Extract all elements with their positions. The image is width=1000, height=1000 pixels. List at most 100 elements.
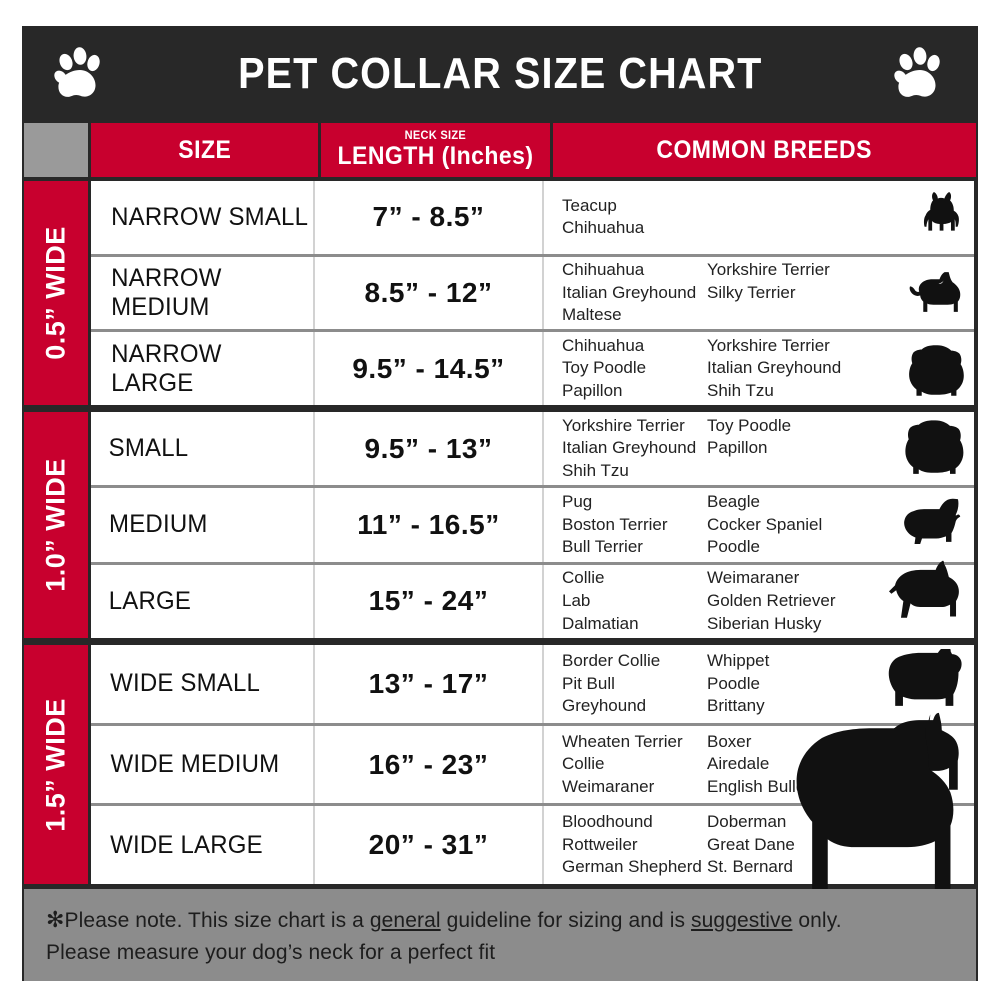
breed-name: Cocker Spaniel [707, 514, 823, 534]
cell-size-text: MEDIUM [109, 510, 208, 539]
cell-neck-length: 13” - 17” [315, 645, 544, 723]
cell-neck-length: 11” - 16.5” [315, 488, 544, 562]
breed-name: Poodle [707, 673, 760, 693]
breed-name: Bloodhound [562, 812, 653, 832]
cell-size: SMALL [91, 412, 315, 486]
cell-size-text: WIDE SMALL [110, 669, 261, 698]
column-header-length-sup: NECK SIZE [404, 128, 467, 142]
breed-name: Boston Terrier [562, 514, 668, 534]
column-header-size-label: SIZE [178, 135, 231, 164]
breed-name: Italian Greyhound [707, 358, 842, 378]
breed-name: Siberian Husky [707, 613, 822, 633]
size-group: 1.5” WIDE WIDE SMALL 13” - 17” Border Colli… [24, 643, 976, 892]
footer-note: ✻Please note. This size chart is a gener… [24, 889, 976, 981]
cell-size-text: WIDE MEDIUM [110, 750, 280, 778]
group-width-label-text: 1.5” WIDE [40, 697, 71, 832]
cell-neck-length: 16” - 23” [315, 725, 544, 804]
cell-neck-length: 15” - 24” [315, 564, 544, 638]
group-rows: SMALL 9.5” - 13” Yorkshire Terrier Italian … [91, 412, 974, 638]
cell-size: WIDE MEDIUM [91, 725, 315, 804]
group-rows: WIDE SMALL 13” - 17” Border Collie Pit Bull… [91, 645, 974, 892]
cell-common-breeds: Chihuahua Italian Greyhound Maltese Yorkshi… [544, 257, 974, 330]
size-group: 0.5” WIDE NARROW SMALL 7” - 8.5” Teacup Chih… [24, 179, 976, 407]
breed-column: Weimaraner Golden Retriever Siberian Husky [707, 567, 857, 635]
column-header-breeds-label: COMMON BREEDS [656, 135, 873, 164]
breed-column: Collie Lab Dalmatian [562, 567, 707, 635]
breed-name: St. Bernard [707, 857, 793, 877]
breed-name: Rottweiler [562, 834, 638, 854]
breed-name: Yorkshire Terrier [707, 335, 830, 355]
breed-columns: Chihuahua Italian Greyhound Maltese Yorkshi… [562, 259, 857, 327]
cell-size-text: NARROW MEDIUM [111, 264, 222, 321]
breed-name: Bull Terrier [562, 537, 643, 557]
cell-size: LARGE [91, 564, 315, 638]
breed-name: Pit Bull [562, 673, 615, 693]
dog-silhouette-icon [900, 496, 968, 544]
breed-name: Poodle [707, 537, 760, 557]
breed-name: Airedale [707, 754, 770, 774]
cell-size: WIDE LARGE [91, 806, 315, 885]
cell-common-breeds: Yorkshire Terrier Italian Greyhound Shih T… [544, 412, 974, 485]
breed-column: Border Collie Pit Bull Greyhound [562, 650, 707, 718]
breed-name: Brittany [707, 696, 765, 716]
group-width-label: 1.5” WIDE [24, 645, 88, 884]
breed-name: Toy Poodle [562, 358, 647, 378]
dog-silhouette-icon [887, 648, 968, 711]
footer-note-line-2: Please measure your dog’s neck for a per… [46, 940, 496, 964]
breed-column: Boxer Airedale English Bulldog [707, 731, 857, 799]
group-width-label-text: 1.0” WIDE [40, 458, 71, 592]
chart-title-bar: PET COLLAR SIZE CHART [22, 26, 978, 121]
cell-common-breeds: Collie Lab Dalmatian Weimaraner Golden Retri… [544, 560, 974, 638]
breed-name: Papillon [562, 380, 623, 400]
cell-neck-length: 20” - 31” [315, 806, 544, 885]
cell-size-text: NARROW LARGE [111, 339, 222, 397]
cell-neck-length: 9.5” - 13” [315, 412, 544, 486]
cell-common-breeds: Wheaten Terrier Collie Weimaraner Boxer Aire… [544, 713, 974, 804]
footer-line1-underline-suggestive: suggestive [691, 909, 793, 932]
table-row: NARROW LARGE 9.5” - 14.5” Chihuahua Toy Poo… [91, 329, 974, 406]
cell-size-text: SMALL [108, 434, 189, 463]
breed-name: Collie [562, 754, 605, 774]
breed-columns: Yorkshire Terrier Italian Greyhound Shih T… [562, 415, 857, 483]
breed-name: Chihuahua [562, 335, 645, 355]
breed-name: Italian Greyhound [562, 282, 697, 302]
breed-columns: Bloodhound Rottweiler German Shepherd Dober… [562, 811, 857, 879]
breed-column: Yorkshire Terrier Italian Greyhound Shih T… [562, 415, 707, 483]
table-row: MEDIUM 11” - 16.5” Pug Boston Terrier Bull T… [91, 485, 974, 562]
breed-name: Wheaten Terrier [562, 731, 683, 751]
breed-column: Whippet Poodle Brittany [707, 650, 857, 718]
breed-column: Doberman Great Dane St. Bernard [707, 811, 857, 879]
breed-column: Yorkshire Terrier Silky Terrier [707, 259, 857, 327]
group-width-label: 1.0” WIDE [24, 412, 88, 638]
breed-column: Toy Poodle Papillon [707, 415, 857, 483]
cell-common-breeds: Teacup Chihuahua [544, 181, 974, 254]
breed-column: Bloodhound Rottweiler German Shepherd [562, 811, 707, 879]
breed-name: Whippet [707, 650, 770, 670]
footer-line1-b: guideline for sizing and is [440, 909, 692, 932]
breed-column: Wheaten Terrier Collie Weimaraner [562, 731, 707, 799]
breed-columns: Collie Lab Dalmatian Weimaraner Golden Retri… [562, 567, 857, 635]
breed-columns: Teacup Chihuahua [562, 195, 707, 240]
cell-size: WIDE SMALL [91, 645, 315, 723]
footer-line1-underline-general: general [369, 909, 441, 932]
breed-name: Greyhound [562, 696, 647, 716]
table-row: LARGE 15” - 24” Collie Lab Dalmatian Weimaran… [91, 560, 974, 638]
cell-size: NARROW MEDIUM [91, 256, 315, 330]
breed-name: Dalmatian [562, 613, 639, 633]
breed-name: Yorkshire Terrier [707, 260, 830, 280]
paw-print-icon [54, 46, 106, 102]
breed-columns: Wheaten Terrier Collie Weimaraner Boxer Aire… [562, 731, 857, 799]
breed-columns: Chihuahua Toy Poodle Papillon Yorkshire Ter… [562, 335, 857, 403]
breed-column: Yorkshire Terrier Italian Greyhound Shih T… [707, 335, 857, 403]
breed-name: Papillon [707, 438, 768, 458]
cell-common-breeds: Chihuahua Toy Poodle Papillon Yorkshire Ter… [544, 332, 974, 405]
dog-silhouette-icon [875, 710, 968, 797]
asterisk-icon: ✻ [46, 907, 65, 932]
pet-collar-size-chart: PET COLLAR SIZE CHART SIZE NECK SIZE LEN… [22, 26, 978, 981]
dog-silhouette-icon [907, 268, 968, 317]
dog-silhouette-icon [907, 342, 968, 397]
breed-name: Shih Tzu [707, 380, 774, 400]
breed-name: Golden Retriever [707, 591, 836, 611]
group-rows: NARROW SMALL 7” - 8.5” Teacup Chihuahua NARR… [91, 181, 974, 406]
breed-column: Teacup Chihuahua [562, 195, 707, 240]
